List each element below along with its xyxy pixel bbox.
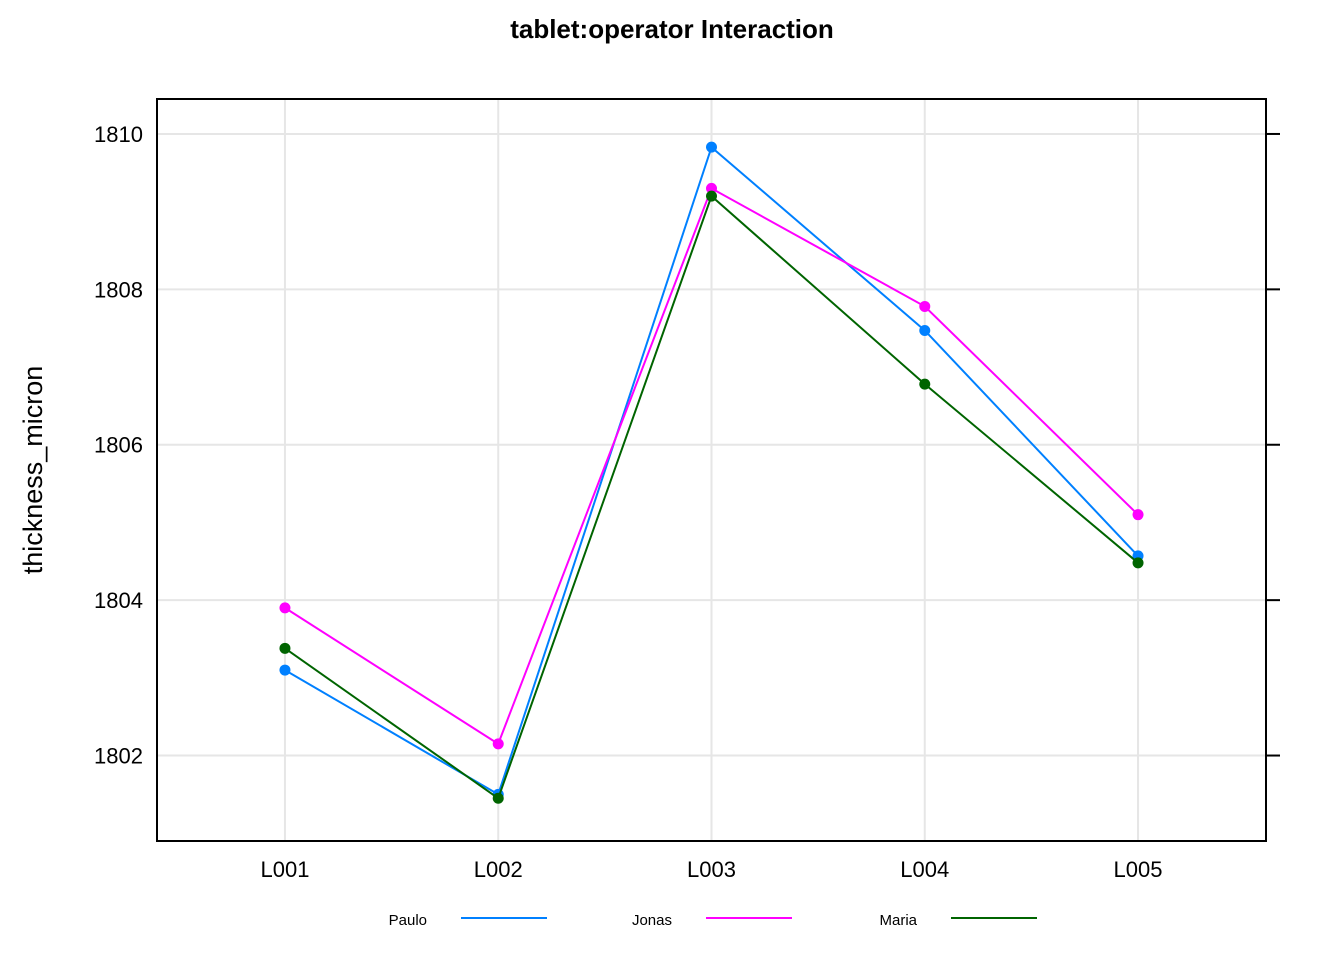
data-point-maria — [919, 378, 931, 390]
grid-layer — [157, 99, 1266, 841]
data-point-maria — [492, 792, 504, 804]
y-axis-label: thickness_micron — [18, 366, 48, 575]
data-point-paulo — [279, 664, 291, 676]
data-point-jonas — [1132, 509, 1144, 521]
data-point-paulo — [706, 141, 717, 153]
x-tick-label: L001 — [260, 857, 309, 882]
legend-item-jonas: Jonas — [632, 912, 792, 929]
series-maria — [279, 190, 1144, 804]
data-point-jonas — [919, 300, 931, 312]
legend-item-maria: Maria — [879, 912, 1037, 929]
data-point-jonas — [279, 602, 291, 614]
legend-label: Paulo — [389, 912, 427, 929]
x-tick-label: L005 — [1114, 857, 1163, 882]
legend-label: Maria — [879, 912, 917, 929]
data-point-jonas — [706, 182, 717, 194]
x-tick-label: L003 — [687, 857, 736, 882]
data-point-paulo — [919, 325, 931, 337]
x-tick-label: L002 — [474, 857, 523, 882]
series-layer — [279, 141, 1144, 804]
legend-label: Jonas — [632, 912, 672, 929]
series-jonas — [279, 182, 1144, 750]
y-tick-label: 1802 — [94, 744, 143, 769]
y-tick-label: 1810 — [94, 122, 143, 147]
x-tick-label: L004 — [900, 857, 949, 882]
y-tick-label: 1808 — [94, 277, 143, 302]
data-point-maria — [706, 190, 717, 202]
y-tick-label: 1804 — [94, 588, 143, 613]
data-point-maria — [1132, 557, 1144, 569]
axis-layer: 1802 1804 1806 1808 1810 L001 L002 L003 L004 L005 — [94, 98, 1280, 882]
legend-item-paulo: Paulo — [389, 912, 547, 929]
data-point-jonas — [492, 738, 504, 750]
chart-title: tablet:operator Interaction — [510, 14, 834, 44]
plot-frame — [156, 98, 1267, 842]
y-tick-label: 1806 — [94, 433, 143, 458]
data-point-maria — [279, 642, 291, 654]
legend: Paulo Jonas Maria — [389, 912, 1037, 929]
